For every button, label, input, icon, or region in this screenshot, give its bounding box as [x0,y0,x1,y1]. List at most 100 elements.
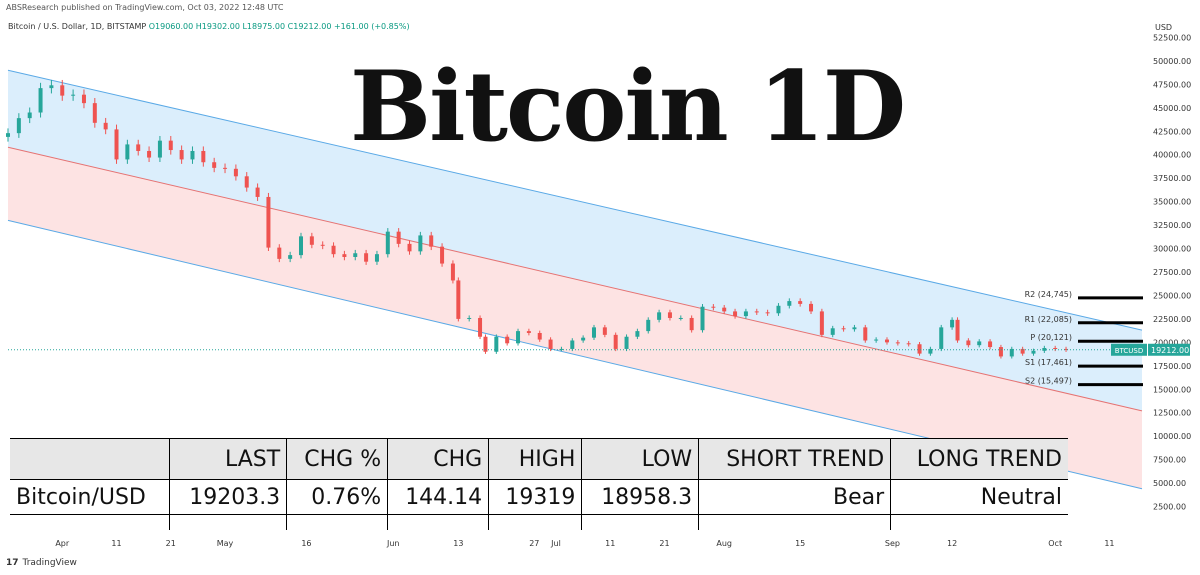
candle-body [624,336,629,349]
time-axis[interactable]: Apr 11 21 May 16 Jun 13 27 Jul 11 21 Aug 15 Sep 12 Oct 1… [55,539,1114,548]
candle-body [114,129,119,160]
candle-body [841,328,846,330]
regression-channel [7,69,1143,490]
y-tick-label: 2500.00 [1153,503,1186,512]
header-cell: HIGH [488,438,582,480]
candle-body [16,118,21,134]
candle-body [179,150,184,160]
header-cell: LONG TREND [890,438,1068,480]
candle-body [407,243,412,252]
candle-body [657,312,662,320]
candle-body [581,337,586,341]
tradingview-footer[interactable]: 17 TradingView [6,558,77,568]
candle-body [977,341,982,346]
symbol-legend: Bitcoin / U.S. Dollar, 1D, BITSTAMP O190… [8,22,410,31]
candle-body [613,334,618,349]
candle-body [331,245,336,255]
candle-body [364,253,369,262]
symbol-name: Bitcoin / U.S. Dollar, 1D, BITSTAMP [8,22,147,31]
cell-last: 19203.3 [169,479,287,515]
y-tick-label: 47500.00 [1153,80,1191,89]
channel-upper-zone [8,70,1142,411]
candle-body [255,187,260,197]
table-row: Bitcoin/USD 19203.3 0.76% 144.14 19319 1… [10,479,1068,515]
chart-title: Bitcoin 1D [350,50,906,163]
candle-body [635,331,640,337]
x-tick-label: 21 [166,539,176,548]
candle-body [353,253,358,257]
candle-body [776,305,781,314]
header-cell: SHORT TREND [698,438,891,480]
header-cell: LOW [581,438,699,480]
candle-body [467,317,472,319]
candle-body [526,331,531,333]
candle-body [483,336,488,352]
candle-body [49,85,54,89]
x-tick-label: 12 [947,539,957,548]
ohlc-high: H19302.00 [195,22,240,31]
y-tick-label: 40000.00 [1153,151,1191,160]
candle-body [440,246,445,264]
candle-body [298,236,303,256]
pivot-levels: R2 (24,745) R1 (22,085) P (20,121) S1 (17,4… [1025,290,1143,387]
candle-body [591,327,596,338]
candle-body [233,168,238,177]
candle-body [733,311,738,317]
candle-body [223,167,228,169]
candle-body [168,140,173,151]
y-tick-label: 37500.00 [1153,174,1191,183]
candle-body [190,150,195,160]
y-tick-label: 45000.00 [1153,104,1191,113]
x-tick-label: Apr [55,539,70,548]
y-tick-label: 35000.00 [1153,198,1191,207]
header-cell: LAST [169,438,287,480]
candle-body [787,301,792,306]
x-tick-label: 21 [659,539,669,548]
candle-body [201,150,206,163]
y-tick-label: 27500.00 [1153,268,1191,277]
candle-body [1031,350,1036,354]
candle-body [147,150,152,158]
y-tick-label: 5000.00 [1153,479,1186,488]
channel-upper-line [7,69,1143,331]
y-tick-label: 7500.00 [1153,456,1186,465]
candle-body [646,319,651,332]
candle-body [700,306,705,331]
candle-body [743,311,748,317]
candle-body [320,244,325,246]
cell-low: 18958.3 [581,479,699,515]
candle-body [754,311,759,313]
candle-body [92,103,97,123]
ohlc-open: O19060.00 [148,22,194,31]
y-tick-label: 22500.00 [1153,315,1191,324]
candle-body [906,343,911,345]
y-tick-label: 10000.00 [1153,432,1191,441]
candle-body [212,162,217,168]
candle-body [505,336,510,344]
candle-body [450,263,455,281]
y-tick-label: 50000.00 [1153,57,1191,66]
candle-body [1064,348,1069,350]
pivot-label: R1 (22,085) [1025,315,1072,324]
last-price-tag [1148,343,1190,356]
x-tick-label: 15 [795,539,805,548]
cell-high: 19319 [488,479,582,515]
candle-body [157,140,162,158]
y-tick-label: 30000.00 [1153,245,1191,254]
y-tick-label: 25000.00 [1153,291,1191,300]
candle-body [537,332,542,340]
candle-body [548,339,553,349]
cell-long-trend: Neutral [890,479,1068,515]
candlestick-series [6,79,1142,359]
ohlc-low: L18975.00 [242,22,286,31]
candle-body [928,348,933,354]
candle-body [418,235,423,252]
candle-body [863,327,868,341]
tradingview-logo-icon: 17 [6,558,19,568]
candle-body [27,112,32,119]
candle-body [830,328,835,335]
candle-body [678,317,683,319]
candle-body [884,339,889,343]
